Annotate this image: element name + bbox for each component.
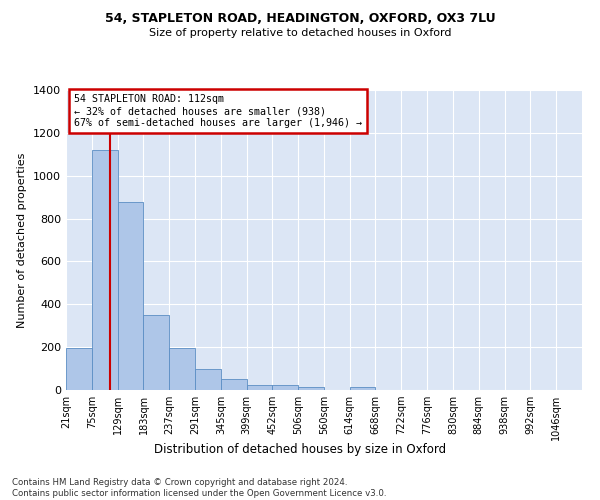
Bar (66, 348, 92, 390)
Bar (350, 387, 376, 390)
Bar (221, 379, 247, 390)
Bar (92, 150, 118, 390)
Bar (272, 386, 298, 390)
Text: Contains HM Land Registry data © Crown copyright and database right 2024.
Contai: Contains HM Land Registry data © Crown c… (12, 478, 386, 498)
Bar (169, 348, 195, 390)
Bar (143, 315, 169, 390)
Bar (247, 385, 272, 390)
Y-axis label: Number of detached properties: Number of detached properties (17, 152, 28, 328)
Text: Distribution of detached houses by size in Oxford: Distribution of detached houses by size … (154, 442, 446, 456)
Bar (195, 369, 221, 390)
Bar (118, 202, 143, 390)
Bar (298, 387, 324, 390)
Text: Size of property relative to detached houses in Oxford: Size of property relative to detached ho… (149, 28, 451, 38)
Text: 54, STAPLETON ROAD, HEADINGTON, OXFORD, OX3 7LU: 54, STAPLETON ROAD, HEADINGTON, OXFORD, … (104, 12, 496, 26)
Text: 54 STAPLETON ROAD: 112sqm
← 32% of detached houses are smaller (938)
67% of semi: 54 STAPLETON ROAD: 112sqm ← 32% of detac… (74, 94, 362, 128)
